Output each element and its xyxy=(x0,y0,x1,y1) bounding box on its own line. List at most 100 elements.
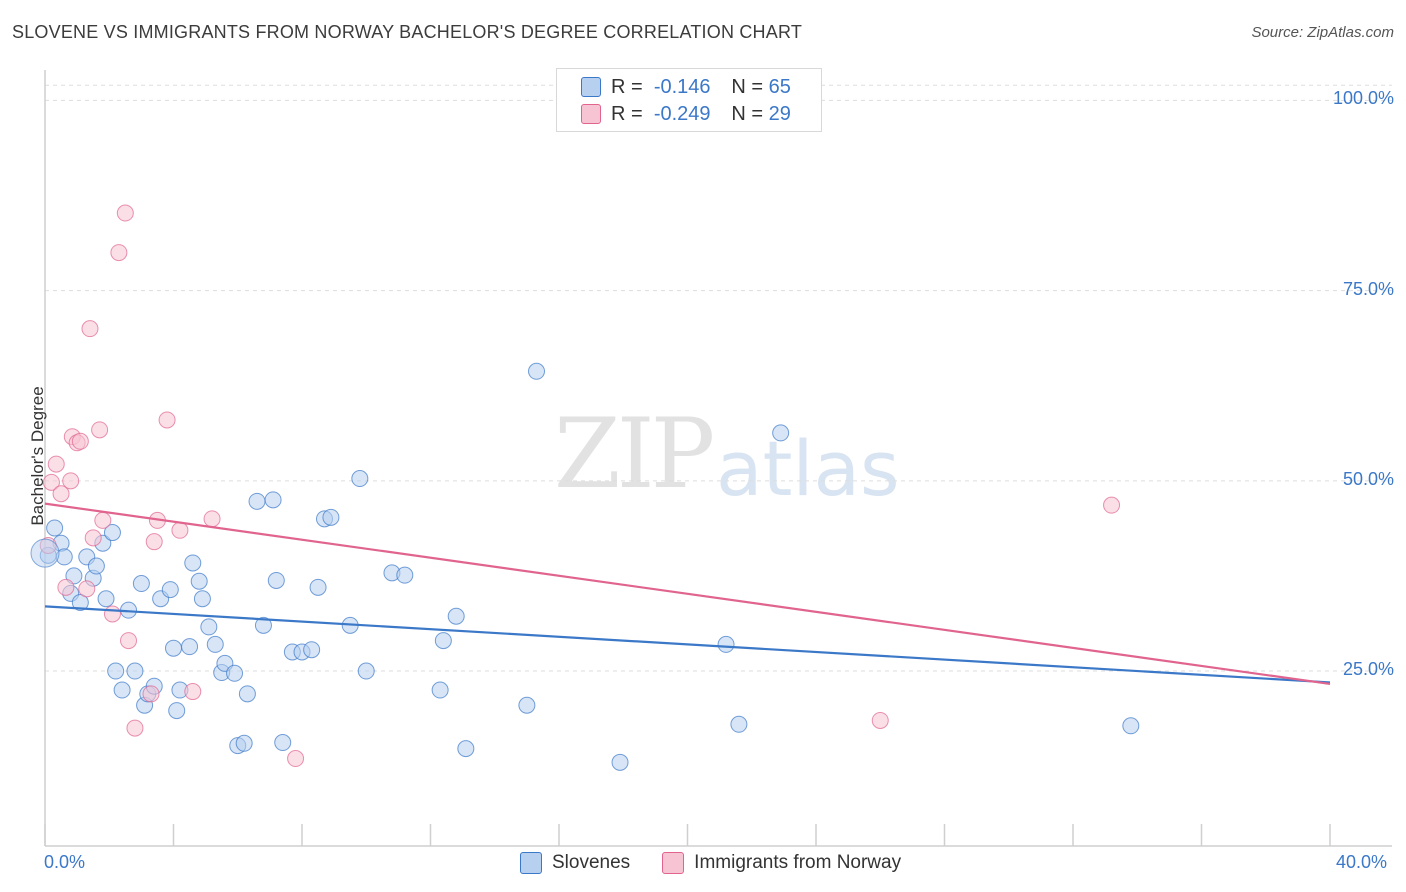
legend-item-slovenes[interactable]: Slovenes xyxy=(520,852,630,874)
legend-r-label-1: R = xyxy=(611,75,643,98)
slovenes-point-37 xyxy=(248,492,266,510)
legend-n-label-2: N = xyxy=(731,102,764,125)
slovenes-legend-swatch xyxy=(520,852,542,874)
slovenes-point-1 xyxy=(46,519,64,537)
norway-point-17 xyxy=(120,632,138,650)
norway-trend-line xyxy=(44,502,1331,686)
y-tick-label-0: 25.0% xyxy=(1342,659,1394,680)
slovenes-point-64 xyxy=(71,594,89,612)
norway-point-18 xyxy=(126,719,144,737)
slovenes-point-28 xyxy=(193,590,211,608)
norway-point-23 xyxy=(171,521,189,539)
norway-point-28 xyxy=(1103,496,1121,514)
norway-point-16 xyxy=(116,204,134,222)
slovenes-point-41 xyxy=(274,734,292,752)
norway-point-4 xyxy=(57,578,75,596)
legend-n-value-2: 29 xyxy=(768,102,791,125)
y-tick-label-1: 50.0% xyxy=(1342,468,1394,489)
slovenes-point-35 xyxy=(235,734,253,752)
legend-row-norway: R = -0.249 N = 29 xyxy=(581,100,791,128)
slovenes-point-47 xyxy=(322,508,340,526)
slovenes-point-52 xyxy=(396,566,414,584)
norway-point-10 xyxy=(81,320,99,338)
legend-r-value-2: -0.249 xyxy=(653,102,711,125)
y-tick-label-3: 100.0% xyxy=(1332,88,1394,109)
slovenes-point-16 xyxy=(132,575,150,593)
slovenes-point-26 xyxy=(184,554,202,572)
norway-point-1 xyxy=(42,473,60,491)
slovenes-point-61 xyxy=(730,715,748,733)
legend-label-norway: Immigrants from Norway xyxy=(694,852,902,873)
legend-label-slovenes: Slovenes xyxy=(552,852,631,873)
slovenes-point-49 xyxy=(351,470,369,488)
correlation-legend: R = -0.146 N = 65 R = -0.249 N = 29 xyxy=(556,68,822,132)
slovenes-point-36 xyxy=(238,685,256,703)
slovenes-point-39 xyxy=(264,491,282,509)
slovenes-point-60 xyxy=(717,635,735,653)
norway-point-14 xyxy=(103,605,121,623)
norway-point-3 xyxy=(52,485,70,503)
watermark-atlas: atlas xyxy=(716,424,900,513)
legend-n-label-1: N = xyxy=(731,75,764,98)
norway-point-12 xyxy=(91,421,109,439)
x-tick-label-min: 0.0% xyxy=(44,852,86,872)
norway-point-25 xyxy=(203,510,221,528)
y-axis-label: Bachelor's Degree xyxy=(28,386,47,526)
slovenes-point-30 xyxy=(206,635,224,653)
norway-point-5 xyxy=(62,472,80,490)
norway-point-9 xyxy=(78,580,96,598)
slovenes-point-27 xyxy=(190,572,208,590)
source-label: Source: ZipAtlas.com xyxy=(1251,24,1394,41)
slovenes-point-54 xyxy=(434,632,452,650)
norway-point-22 xyxy=(158,411,176,429)
slovenes-point-50 xyxy=(357,662,375,680)
norway-point-24 xyxy=(184,683,202,701)
slovenes-point-12 xyxy=(107,662,125,680)
legend-r-label-2: R = xyxy=(611,102,643,125)
norway-legend-swatch xyxy=(662,852,685,874)
watermark-zip: ZIP xyxy=(554,398,715,510)
slovenes-point-21 xyxy=(161,581,179,599)
norway-point-20 xyxy=(145,533,163,551)
slovenes-point-40 xyxy=(267,571,285,589)
x-tick-label-max: 40.0% xyxy=(1336,852,1388,872)
slovenes-point-33 xyxy=(226,664,244,682)
slovenes-point-63 xyxy=(1122,717,1140,735)
legend-n-value-1: 65 xyxy=(768,75,791,98)
slovenes-point-45 xyxy=(309,578,327,596)
slovenes-point-53 xyxy=(431,681,449,699)
slovenes-trend-line xyxy=(44,605,1331,684)
slovenes-point-62 xyxy=(772,424,790,442)
chart-title: SLOVENE VS IMMIGRANTS FROM NORWAY BACHEL… xyxy=(12,22,803,42)
slovenes-point-23 xyxy=(168,702,186,720)
slovenes-point-10 xyxy=(97,590,115,608)
slovenes-point-56 xyxy=(457,740,475,758)
norway-point-15 xyxy=(110,244,128,262)
slovenes-point-large xyxy=(30,538,60,568)
slovenes-point-13 xyxy=(113,681,131,699)
slovenes-point-57 xyxy=(518,696,536,714)
slovenes-point-22 xyxy=(165,639,182,657)
slovenes-swatch xyxy=(581,77,601,97)
norway-point-27 xyxy=(871,711,889,729)
slovenes-point-15 xyxy=(126,662,144,680)
slovenes-point-38 xyxy=(254,616,272,634)
legend-item-norway[interactable]: Immigrants from Norway xyxy=(662,852,901,874)
norway-point-2 xyxy=(47,455,65,473)
norway-point-13 xyxy=(94,511,112,529)
slovenes-point-59 xyxy=(611,753,629,771)
slovenes-point-58 xyxy=(528,362,546,380)
slovenes-point-44 xyxy=(303,641,321,659)
slovenes-point-29 xyxy=(200,618,218,636)
norway-swatch xyxy=(581,104,601,124)
legend-row-slovenes: R = -0.146 N = 65 xyxy=(581,73,791,101)
slovenes-point-11 xyxy=(103,524,121,542)
slovenes-point-8 xyxy=(87,557,105,575)
legend-r-value-1: -0.146 xyxy=(653,75,711,98)
norway-point-26 xyxy=(287,750,305,768)
slovenes-point-25 xyxy=(181,638,199,656)
norway-point-11 xyxy=(84,529,102,547)
series-legend: Slovenes Immigrants from Norway xyxy=(520,852,933,874)
slovenes-point-55 xyxy=(447,607,465,625)
